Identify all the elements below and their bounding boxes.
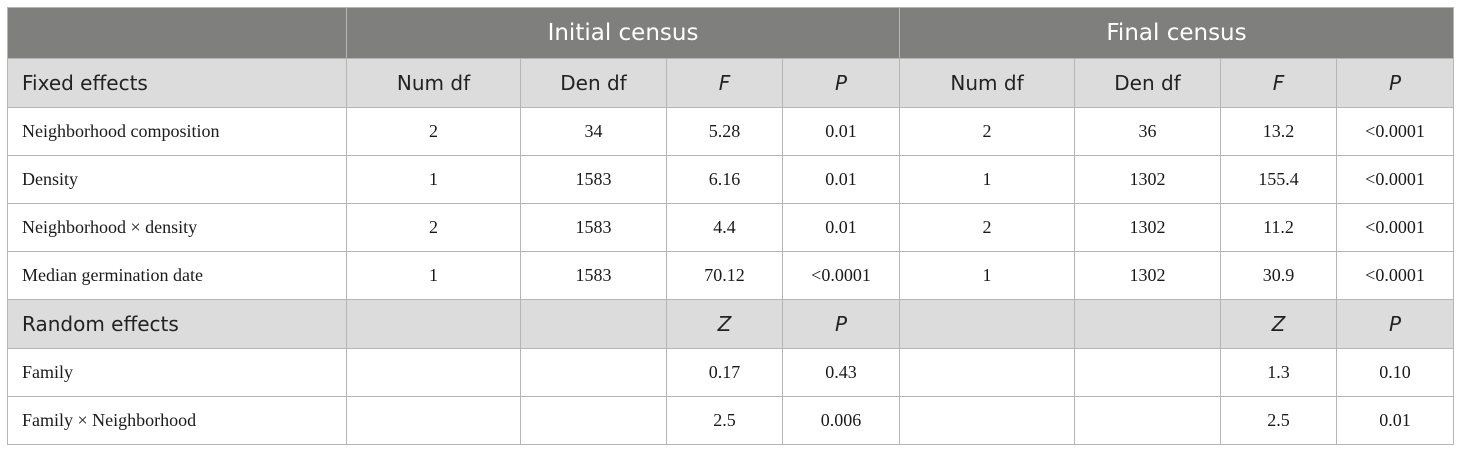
- table-cell: 2: [346, 107, 521, 156]
- column-header: F: [666, 58, 783, 108]
- table-cell: [346, 396, 521, 445]
- table-cell: [899, 348, 1075, 397]
- table-cell: [1074, 396, 1221, 445]
- table-cell: [346, 348, 521, 397]
- column-header: F: [1220, 58, 1337, 108]
- table-cell: 13.2: [1220, 107, 1337, 156]
- table-cell: 1583: [520, 251, 667, 300]
- table-cell: 2: [899, 203, 1075, 252]
- table-cell: 30.9: [1220, 251, 1337, 300]
- table-cell: [520, 396, 667, 445]
- table-cell: 0.01: [782, 203, 900, 252]
- table-cell: 6.16: [666, 155, 783, 204]
- table-cell: 1: [899, 155, 1075, 204]
- table-cell: 2.5: [666, 396, 783, 445]
- table-cell: 0.43: [782, 348, 900, 397]
- table-cell: 1583: [520, 203, 667, 252]
- table-row: Family 0.17 0.43 1.3 0.10: [7, 348, 1454, 397]
- table-cell: 0.10: [1336, 348, 1454, 397]
- column-header: Den df: [1074, 58, 1221, 108]
- table-cell: <0.0001: [1336, 155, 1454, 204]
- column-header: [520, 299, 667, 349]
- statistics-table: Initial census Final census Fixed effect…: [7, 7, 1454, 445]
- column-header: P: [1336, 299, 1454, 349]
- column-header: Num df: [899, 58, 1075, 108]
- table-cell: 1302: [1074, 203, 1221, 252]
- table-cell: 0.17: [666, 348, 783, 397]
- table-cell: 0.006: [782, 396, 900, 445]
- table-cell: 1302: [1074, 155, 1221, 204]
- column-header: Den df: [520, 58, 667, 108]
- table-cell: 1583: [520, 155, 667, 204]
- table-row: Neighborhood composition 2 34 5.28 0.01 …: [7, 107, 1454, 156]
- table-cell: 155.4: [1220, 155, 1337, 204]
- row-label: Family: [7, 348, 347, 397]
- fixed-effects-header-row: Fixed effects Num df Den df F P Num df D…: [7, 58, 1454, 108]
- row-label: Density: [7, 155, 347, 204]
- table-cell: 0.01: [1336, 396, 1454, 445]
- table-cell: 2: [899, 107, 1075, 156]
- table-cell: [899, 396, 1075, 445]
- table-cell: [520, 348, 667, 397]
- column-header: Num df: [346, 58, 521, 108]
- group-header-row: Initial census Final census: [7, 7, 1454, 59]
- table-row: Family × Neighborhood 2.5 0.006 2.5 0.01: [7, 396, 1454, 445]
- table-cell: 0.01: [782, 107, 900, 156]
- table-row: Median germination date 1 1583 70.12 <0.…: [7, 251, 1454, 300]
- row-label: Neighborhood composition: [7, 107, 347, 156]
- column-header: [1074, 299, 1221, 349]
- table-cell: <0.0001: [782, 251, 900, 300]
- table-cell: 0.01: [782, 155, 900, 204]
- column-header: Z: [666, 299, 783, 349]
- table-cell: 5.28: [666, 107, 783, 156]
- column-header: [346, 299, 521, 349]
- table-cell: 1: [346, 251, 521, 300]
- column-header: P: [782, 299, 900, 349]
- table-cell: 11.2: [1220, 203, 1337, 252]
- column-header: Z: [1220, 299, 1337, 349]
- table-cell: <0.0001: [1336, 107, 1454, 156]
- table-cell: [1074, 348, 1221, 397]
- table-cell: <0.0001: [1336, 251, 1454, 300]
- table-cell: 2: [346, 203, 521, 252]
- table-cell: <0.0001: [1336, 203, 1454, 252]
- row-label: Median germination date: [7, 251, 347, 300]
- table-cell: 1: [899, 251, 1075, 300]
- table-cell: 4.4: [666, 203, 783, 252]
- table-cell: 36: [1074, 107, 1221, 156]
- table-row: Density 1 1583 6.16 0.01 1 1302 155.4 <0…: [7, 155, 1454, 204]
- table-cell: 1: [346, 155, 521, 204]
- table-cell: 2.5: [1220, 396, 1337, 445]
- fixed-effects-title: Fixed effects: [7, 58, 347, 108]
- column-header: P: [1336, 58, 1454, 108]
- group-header-initial-census: Initial census: [346, 7, 900, 59]
- group-header-final-census: Final census: [899, 7, 1454, 59]
- table-cell: 70.12: [666, 251, 783, 300]
- row-label: Family × Neighborhood: [7, 396, 347, 445]
- column-header: P: [782, 58, 900, 108]
- group-header-blank: [7, 7, 347, 59]
- table-cell: 34: [520, 107, 667, 156]
- column-header: [899, 299, 1075, 349]
- table-cell: 1.3: [1220, 348, 1337, 397]
- random-effects-header-row: Random effects Z P Z P: [7, 299, 1454, 349]
- table-row: Neighborhood × density 2 1583 4.4 0.01 2…: [7, 203, 1454, 252]
- row-label: Neighborhood × density: [7, 203, 347, 252]
- random-effects-title: Random effects: [7, 299, 347, 349]
- table-cell: 1302: [1074, 251, 1221, 300]
